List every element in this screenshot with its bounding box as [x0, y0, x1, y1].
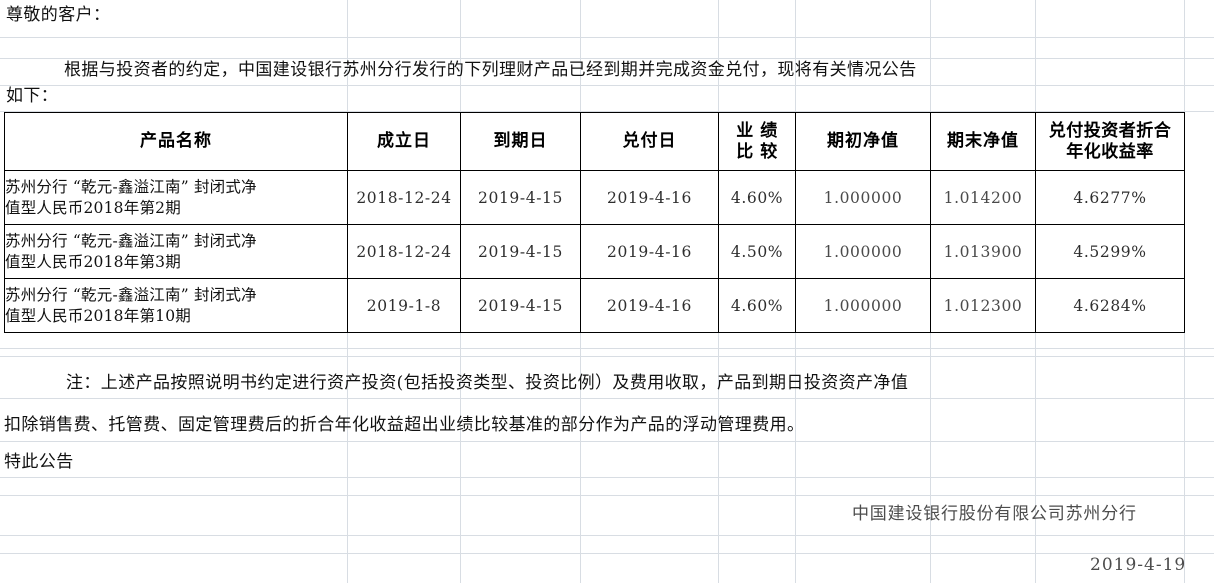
cell-final-nav: 1.013900: [930, 224, 1036, 279]
cell-initial-nav: 1.000000: [795, 224, 931, 279]
cell-payment-date: 2019-4-16: [580, 278, 719, 333]
cell-initial-nav: 1.000000: [795, 278, 931, 333]
column-header-product-name: 产品名称: [4, 112, 348, 171]
column-header-establish-date: 成立日: [347, 112, 461, 171]
signature-organization: 中国建设银行股份有限公司苏州分行: [852, 504, 1137, 524]
column-header-yield: 兑付投资者折合 年化收益率: [1035, 112, 1185, 171]
intro-paragraph-line-1: 根据与投资者的约定，中国建设银行苏州分行发行的下列理财产品已经到期并完成资金兑付…: [64, 60, 917, 80]
column-header-payment-date: 兑付日: [580, 112, 719, 171]
cell-maturity-date: 2019-4-15: [460, 224, 581, 279]
column-header-benchmark: 业 绩 比 较: [718, 112, 796, 171]
column-header-final-nav: 期末净值: [930, 112, 1036, 171]
cell-product-name: 苏州分行 “乾元-鑫溢江南” 封闭式净 值型人民币2018年第2期: [4, 170, 348, 225]
closing-statement: 特此公告: [4, 452, 74, 472]
table-row: 苏州分行 “乾元-鑫溢江南” 封闭式净 值型人民币2018年第10期 2019-…: [4, 278, 1185, 333]
product-name-line-1: 苏州分行 “乾元-鑫溢江南” 封闭式净: [5, 231, 257, 250]
column-header-yield-line-2: 年化收益率: [1066, 141, 1154, 162]
cell-final-nav: 1.012300: [930, 278, 1036, 333]
cell-yield: 4.6277%: [1035, 170, 1185, 225]
cell-product-name: 苏州分行 “乾元-鑫溢江南” 封闭式净 值型人民币2018年第10期: [4, 278, 348, 333]
cell-benchmark: 4.50%: [718, 224, 796, 279]
table-row: 苏州分行 “乾元-鑫溢江南” 封闭式净 值型人民币2018年第2期 2018-1…: [4, 170, 1185, 225]
cell-yield: 4.5299%: [1035, 224, 1185, 279]
product-name-line-1: 苏州分行 “乾元-鑫溢江南” 封闭式净: [5, 285, 257, 304]
column-header-maturity-date: 到期日: [460, 112, 581, 171]
table-row: 苏州分行 “乾元-鑫溢江南” 封闭式净 值型人民币2018年第3期 2018-1…: [4, 224, 1185, 279]
table-header-row: 产品名称 成立日 到期日 兑付日 业 绩 比 较 期初净值 期末净值 兑付投资者…: [4, 112, 1185, 171]
note-line-2: 扣除销售费、托管费、固定管理费后的折合年化收益超出业绩比较基准的部分作为产品的浮…: [4, 415, 805, 435]
intro-paragraph-line-2: 如下：: [6, 86, 59, 106]
salutation: 尊敬的客户：: [6, 5, 111, 25]
cell-maturity-date: 2019-4-15: [460, 278, 581, 333]
cell-establish-date: 2019-1-8: [347, 278, 461, 333]
cell-product-name: 苏州分行 “乾元-鑫溢江南” 封闭式净 值型人民币2018年第3期: [4, 224, 348, 279]
cell-payment-date: 2019-4-16: [580, 170, 719, 225]
cell-benchmark: 4.60%: [718, 278, 796, 333]
column-header-benchmark-line-1: 业 绩: [736, 120, 778, 141]
cell-initial-nav: 1.000000: [795, 170, 931, 225]
column-header-benchmark-line-2: 比 较: [736, 141, 778, 162]
cell-yield: 4.6284%: [1035, 278, 1185, 333]
cell-benchmark: 4.60%: [718, 170, 796, 225]
cell-final-nav: 1.014200: [930, 170, 1036, 225]
product-name-line-1: 苏州分行 “乾元-鑫溢江南” 封闭式净: [5, 177, 257, 196]
signature-date: 2019-4-19: [1090, 555, 1187, 575]
product-name-line-2: 值型人民币2018年第3期: [5, 252, 181, 271]
cell-payment-date: 2019-4-16: [580, 224, 719, 279]
note-line-1: 注：上述产品按照说明书约定进行资产投资(包括投资类型、投资比例）及费用收取，产品…: [66, 373, 909, 393]
cell-establish-date: 2018-12-24: [347, 224, 461, 279]
column-header-yield-line-1: 兑付投资者折合: [1048, 120, 1172, 141]
product-name-line-2: 值型人民币2018年第10期: [5, 306, 191, 325]
products-table: 产品名称 成立日 到期日 兑付日 业 绩 比 较 期初净值 期末净值 兑付投资者…: [4, 112, 1185, 333]
column-header-initial-nav: 期初净值: [795, 112, 931, 171]
product-name-line-2: 值型人民币2018年第2期: [5, 198, 181, 217]
cell-maturity-date: 2019-4-15: [460, 170, 581, 225]
cell-establish-date: 2018-12-24: [347, 170, 461, 225]
